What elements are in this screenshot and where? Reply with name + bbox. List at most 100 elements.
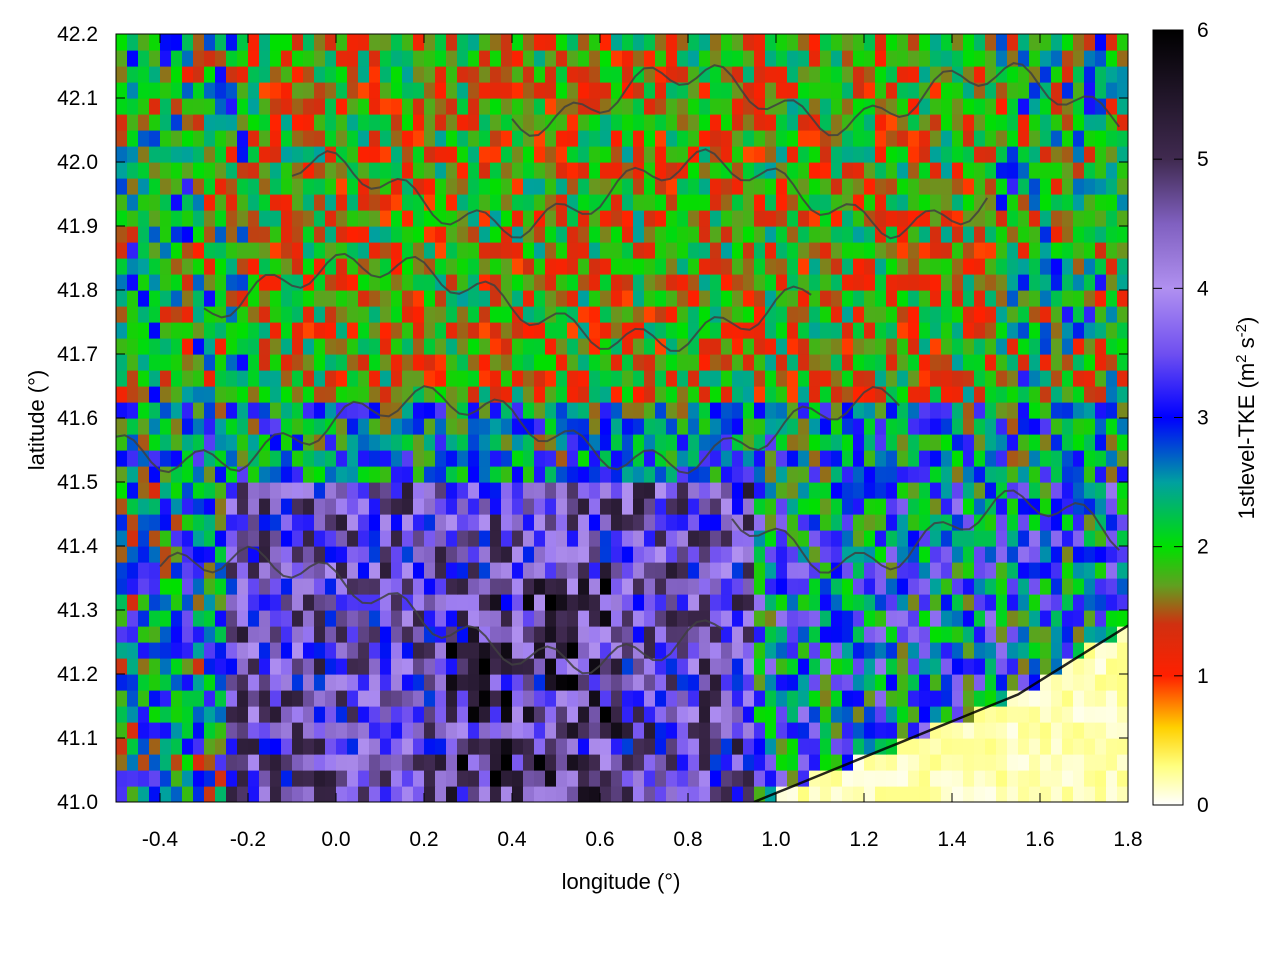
heatmap-cell [974,674,986,691]
heatmap-cell [974,130,986,147]
heatmap-cell [875,706,887,723]
heatmap-cell [1084,338,1096,355]
heatmap-cell [457,402,469,419]
heatmap-cell [985,306,997,323]
heatmap-cell [182,722,194,739]
heatmap-cell [435,146,447,163]
heatmap-cell [1095,578,1107,595]
heatmap-cell [831,98,843,115]
heatmap-cell [534,34,546,51]
heatmap-cell [831,322,843,339]
heatmap-cell [325,50,337,67]
heatmap-cell [116,370,128,387]
heatmap-cell [259,642,271,659]
heatmap-cell [347,642,359,659]
heatmap-cell [721,226,733,243]
heatmap-cell [776,66,788,83]
heatmap-cell [1018,514,1030,531]
heatmap-cell [721,706,733,723]
heatmap-cell [380,738,392,755]
heatmap-cell [314,482,326,499]
heatmap-cell [116,770,128,787]
heatmap-cell [369,50,381,67]
heatmap-cell [435,578,447,595]
heatmap-cell [204,290,216,307]
heatmap-cell [721,674,733,691]
heatmap-cell [259,98,271,115]
heatmap-cell [809,82,821,99]
heatmap-cell [182,322,194,339]
heatmap-cell [182,306,194,323]
heatmap-cell [765,386,777,403]
heatmap-cell [919,562,931,579]
heatmap-cell [226,34,238,51]
heatmap-cell [886,498,898,515]
heatmap-cell [831,402,843,419]
heatmap-cell [237,162,249,179]
heatmap-cell [424,370,436,387]
heatmap-cell [545,178,557,195]
heatmap-cell [985,738,997,755]
heatmap-cell [534,114,546,131]
heatmap-cell [116,482,128,499]
heatmap-cell [1095,386,1107,403]
heatmap-cell [820,786,832,802]
heatmap-cell [985,258,997,275]
heatmap-cell [545,386,557,403]
heatmap-cell [171,386,183,403]
heatmap-cell [578,370,590,387]
heatmap-cell [182,482,194,499]
heatmap-cell [512,66,524,83]
heatmap-cell [1117,546,1128,563]
heatmap-cell [897,354,909,371]
heatmap-cell [369,354,381,371]
heatmap-cell [897,674,909,691]
heatmap-cell [424,274,436,291]
heatmap-cell [743,354,755,371]
heatmap-cell [1007,258,1019,275]
heatmap-cell [325,546,337,563]
heatmap-cell [699,82,711,99]
heatmap-cell [886,402,898,419]
heatmap-cell [721,130,733,147]
heatmap-cell [380,642,392,659]
heatmap-cell [710,514,722,531]
heatmap-cell [699,466,711,483]
heatmap-cell [985,690,997,707]
heatmap-cell [402,226,414,243]
heatmap-cell [446,434,458,451]
heatmap-cell [1106,130,1118,147]
heatmap-cell [611,50,623,67]
heatmap-cell [479,50,491,67]
heatmap-cell [875,66,887,83]
heatmap-cell [380,354,392,371]
heatmap-cell [963,690,975,707]
heatmap-cell [160,546,172,563]
heatmap-cell [281,642,293,659]
heatmap-cell [116,754,128,771]
heatmap-cell [589,386,601,403]
heatmap-cell [424,386,436,403]
heatmap-cell [479,258,491,275]
heatmap-cell [215,434,227,451]
heatmap-cell [226,66,238,83]
heatmap-cell [501,450,513,467]
heatmap-cell [446,754,458,771]
heatmap-cell [512,82,524,99]
heatmap-cell [314,786,326,802]
heatmap-cell [996,50,1008,67]
heatmap-cell [259,338,271,355]
heatmap-cell [765,658,777,675]
heatmap-cell [457,178,469,195]
heatmap-cell [193,594,205,611]
contour-line [291,148,989,240]
heatmap-cell [699,754,711,771]
heatmap-cell [776,402,788,419]
heatmap-cell [1029,658,1041,675]
heatmap-cell [1007,434,1019,451]
heatmap-cell [941,466,953,483]
heatmap-cell [820,690,832,707]
heatmap-cell [149,194,161,211]
heatmap-cell [391,786,403,802]
heatmap-cell [930,338,942,355]
